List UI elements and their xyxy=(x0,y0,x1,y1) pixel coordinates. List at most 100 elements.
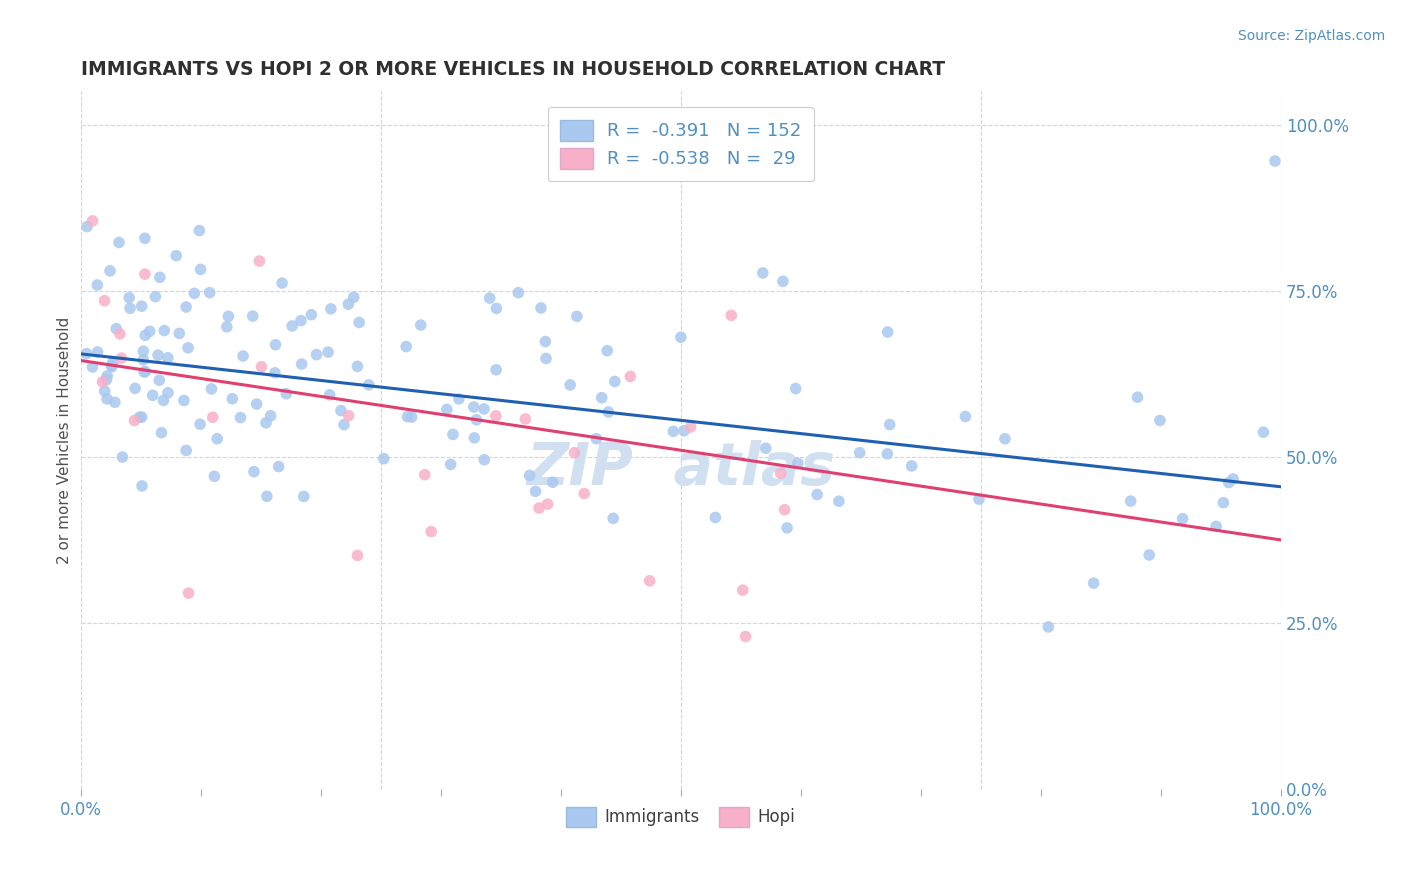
Point xyxy=(177,586,200,600)
Point xyxy=(98,264,121,278)
Point xyxy=(619,369,641,384)
Point xyxy=(183,286,205,301)
Point xyxy=(76,219,98,234)
Point xyxy=(86,345,108,359)
Point xyxy=(413,467,436,482)
Point xyxy=(217,310,239,324)
Point xyxy=(132,344,155,359)
Point xyxy=(373,451,395,466)
Point xyxy=(463,431,485,445)
Point xyxy=(876,447,898,461)
Point xyxy=(1119,494,1142,508)
Point xyxy=(515,412,537,426)
Point xyxy=(785,382,807,396)
Point xyxy=(267,459,290,474)
Point xyxy=(205,432,228,446)
Point xyxy=(602,511,624,525)
Point xyxy=(463,400,485,414)
Point xyxy=(110,351,132,365)
Point xyxy=(96,369,118,384)
Point xyxy=(319,301,342,316)
Point xyxy=(441,427,464,442)
Point xyxy=(574,486,596,500)
Legend: Immigrants, Hopi: Immigrants, Hopi xyxy=(560,801,803,833)
Point xyxy=(447,392,470,406)
Point xyxy=(249,254,271,268)
Point xyxy=(564,446,586,460)
Point xyxy=(134,231,156,245)
Point xyxy=(318,388,340,402)
Point xyxy=(591,391,613,405)
Point xyxy=(603,375,626,389)
Point xyxy=(396,409,419,424)
Point xyxy=(256,489,278,503)
Point xyxy=(900,458,922,473)
Point xyxy=(132,365,155,379)
Point xyxy=(776,521,799,535)
Text: ZIP  atlas: ZIP atlas xyxy=(526,440,835,497)
Point xyxy=(598,405,620,419)
Point xyxy=(198,285,221,300)
Point xyxy=(128,410,150,425)
Point xyxy=(138,324,160,338)
Point xyxy=(440,458,463,472)
Point xyxy=(134,328,156,343)
Point xyxy=(806,487,828,501)
Point xyxy=(395,339,418,353)
Point xyxy=(1171,512,1194,526)
Point xyxy=(967,492,990,507)
Point xyxy=(108,235,131,250)
Point xyxy=(662,425,685,439)
Point xyxy=(242,309,264,323)
Point xyxy=(149,270,172,285)
Point xyxy=(527,501,550,516)
Point xyxy=(177,341,200,355)
Point xyxy=(346,549,368,563)
Point xyxy=(264,338,287,352)
Point xyxy=(142,388,165,402)
Point xyxy=(638,574,661,588)
Point xyxy=(955,409,977,424)
Point xyxy=(720,309,742,323)
Point xyxy=(485,301,508,316)
Point xyxy=(879,417,901,432)
Point xyxy=(1126,390,1149,404)
Point xyxy=(101,359,124,374)
Point xyxy=(281,318,304,333)
Point xyxy=(260,409,283,423)
Point xyxy=(134,365,156,379)
Point xyxy=(773,502,796,516)
Point xyxy=(534,351,557,366)
Point xyxy=(124,381,146,395)
Point xyxy=(536,497,558,511)
Point xyxy=(828,494,851,508)
Point xyxy=(524,484,547,499)
Point xyxy=(100,359,122,373)
Point xyxy=(305,348,328,362)
Point xyxy=(156,385,179,400)
Point xyxy=(243,465,266,479)
Point xyxy=(337,297,360,311)
Point xyxy=(82,359,104,374)
Point xyxy=(124,413,146,427)
Point xyxy=(704,510,727,524)
Point xyxy=(755,441,778,455)
Point xyxy=(1222,472,1244,486)
Point xyxy=(96,373,118,387)
Point xyxy=(1212,496,1234,510)
Point xyxy=(101,355,124,369)
Point xyxy=(131,410,153,425)
Point xyxy=(156,351,179,365)
Point xyxy=(271,276,294,290)
Point xyxy=(519,468,541,483)
Point xyxy=(669,330,692,344)
Point xyxy=(560,378,582,392)
Point xyxy=(337,409,360,423)
Point xyxy=(132,352,155,367)
Point xyxy=(82,214,104,228)
Point xyxy=(188,417,211,432)
Point xyxy=(173,393,195,408)
Point xyxy=(485,363,508,377)
Point xyxy=(118,291,141,305)
Point xyxy=(1137,548,1160,562)
